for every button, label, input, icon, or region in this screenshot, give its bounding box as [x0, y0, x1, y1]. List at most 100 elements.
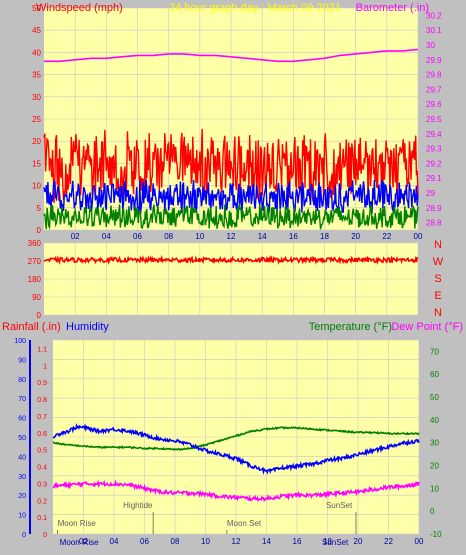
direction-tick-label: 180	[28, 275, 42, 284]
temperature-axis-label: Temperature (°F)	[309, 321, 392, 333]
temp-time-tick-label: 10	[201, 537, 210, 546]
rainfall-tick-label: 0.4	[37, 465, 47, 472]
wind-series-group	[43, 48, 419, 230]
dewpoint-axis-label: Dew Point (°F)	[391, 321, 463, 333]
direction-axis-ticks: 0 90 180 270 360	[28, 239, 42, 320]
windspeed-tick-label: 45	[32, 26, 41, 35]
compass-letter: N	[434, 239, 442, 251]
wind-time-tick-label: 10	[195, 232, 204, 241]
windspeed-tick-label: 25	[32, 115, 41, 124]
barometer-tick-label: 29.1	[426, 174, 442, 183]
wind-time-tick-label: 06	[133, 232, 142, 241]
wind-gust-line	[43, 128, 419, 204]
temp-time-tick-label: 22	[384, 537, 393, 546]
barometer-tick-label: 29.7	[426, 85, 442, 94]
wind-low-line	[43, 202, 419, 230]
rainfall-tick-label: 0.6	[37, 431, 47, 438]
compass-letter: S	[434, 273, 441, 285]
direction-tick-label: 360	[28, 239, 42, 248]
compass-letter: N	[434, 307, 442, 319]
barometer-axis-ticks: 28.8 28.9 29 29.1 29.2 29.3 29.4 29.5 29.6 29.7 29…	[426, 11, 442, 227]
barometer-tick-label: 30.2	[426, 11, 442, 20]
wind-time-tick-label: 08	[164, 232, 173, 241]
rainfall-tick-label: 0.7	[37, 414, 47, 421]
humidity-tick-label: 40	[18, 454, 26, 461]
humidity-tick-label: 50	[18, 435, 26, 442]
temperature-tick-label: 60	[430, 370, 439, 379]
event-annotations: Moon Rise Hightide Moon Set SunSet Moon Rise S…	[57, 501, 357, 547]
annotation-label: SunSet	[326, 501, 353, 510]
rainfall-tick-label: 0.9	[37, 380, 47, 387]
barometer-tick-label: 30	[426, 41, 435, 50]
windspeed-tick-label: 20	[32, 137, 41, 146]
temperature-tick-label: 40	[430, 416, 439, 425]
wind-time-axis-ticks: 02 04 06 08 10 12 14 16 18 20 22 00	[71, 232, 423, 241]
temp-time-tick-label: 12	[232, 537, 241, 546]
windspeed-tick-label: 10	[32, 182, 41, 191]
direction-tick-label: 90	[32, 293, 41, 302]
windspeed-tick-label: 15	[32, 159, 41, 168]
rainfall-tick-label: 0.2	[37, 498, 47, 505]
direction-line	[43, 254, 419, 266]
humidity-axis-ticks: 0 10 20 30 40 50 60 70 80 90 100	[14, 338, 31, 539]
barometer-line	[44, 48, 419, 63]
humidity-tick-label: 100	[14, 338, 26, 345]
barometer-tick-label: 29.3	[426, 145, 442, 154]
temp-time-tick-label: 16	[293, 537, 302, 546]
humidity-line	[52, 422, 420, 475]
annotation-label: Moon Set	[227, 519, 262, 528]
dewpoint-line	[52, 479, 420, 503]
annotation-label: Hightide	[123, 501, 153, 510]
rainfall-tick-label: 0.5	[37, 448, 47, 455]
humidity-axis-label: Humidity	[66, 321, 109, 333]
temperature-tick-label: 10	[430, 484, 439, 493]
temp-time-tick-label: 08	[171, 537, 180, 546]
barometer-tick-label: 28.8	[426, 219, 442, 228]
windspeed-axis-label: Windspeed (mph)	[36, 2, 123, 14]
barometer-tick-label: 29.4	[426, 130, 442, 139]
humidity-tick-label: 90	[18, 357, 26, 364]
humidity-tick-label: 20	[18, 493, 26, 500]
bottom-event-label: Rise	[83, 538, 100, 547]
temp-time-tick-label: 20	[354, 537, 363, 546]
humidity-tick-label: 80	[18, 377, 26, 384]
windspeed-tick-label: 40	[32, 48, 41, 57]
rainfall-tick-label: 0.8	[37, 397, 47, 404]
temp-time-tick-label: 00	[415, 537, 424, 546]
temperature-tick-label: 0	[430, 507, 435, 516]
annotation-label: Moon Rise	[58, 519, 97, 528]
humidity-tick-label: 0	[22, 532, 26, 539]
wind-time-tick-label: 12	[227, 232, 236, 241]
temp-time-tick-label: 04	[110, 537, 119, 546]
windspeed-tick-label: 5	[37, 204, 42, 213]
wind-time-tick-label: 00	[414, 232, 423, 241]
temperature-tick-label: 20	[430, 462, 439, 471]
wind-time-tick-label: 04	[102, 232, 111, 241]
rainfall-tick-label: 1.1	[37, 346, 47, 353]
temperature-tick-label: -10	[430, 530, 442, 539]
temperature-tick-label: 30	[430, 439, 439, 448]
barometer-tick-label: 29	[426, 189, 435, 198]
barometer-axis-label: Barometer (.in)	[356, 2, 429, 14]
wind-time-tick-label: 14	[258, 232, 267, 241]
direction-tick-label: 0	[37, 311, 42, 320]
windspeed-tick-label: 35	[32, 71, 41, 80]
wind-time-tick-label: 22	[382, 232, 391, 241]
wind-time-tick-label: 02	[71, 232, 80, 241]
barometer-tick-label: 29.2	[426, 159, 442, 168]
windspeed-tick-label: 0	[37, 226, 42, 235]
wind-time-tick-label: 20	[351, 232, 360, 241]
temp-time-tick-label: 02	[79, 537, 88, 546]
temperature-tick-label: 50	[430, 393, 439, 402]
bottom-event-label: Moon	[60, 538, 80, 547]
rainfall-tick-label: 1	[43, 363, 47, 370]
rainfall-axis-label: Rainfall (.in)	[2, 321, 61, 333]
windspeed-tick-label: 30	[32, 93, 41, 102]
rainfall-tick-label: 0.3	[37, 481, 47, 488]
temperature-line	[52, 426, 420, 452]
humidity-tick-label: 60	[18, 416, 26, 423]
rainfall-axis-ticks: 0 0.1 0.2 0.3 0.4 0.5 0.6 0.7 0.8 0.9 1 1.1	[37, 346, 47, 539]
